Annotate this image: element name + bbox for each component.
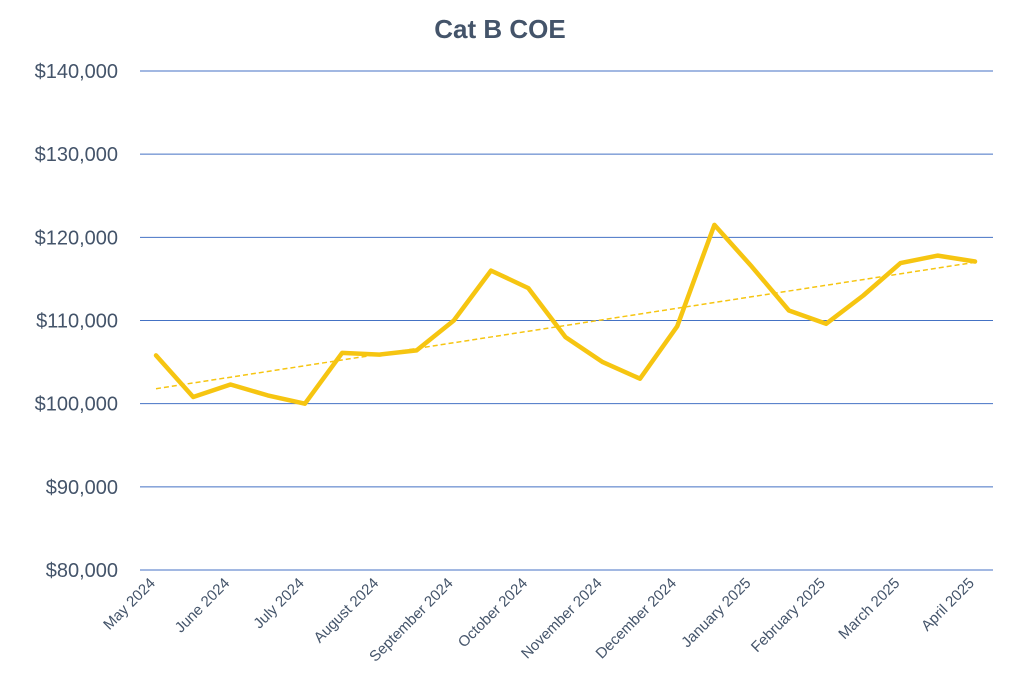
series-line — [153, 222, 978, 406]
x-tick-label: February 2025 — [748, 575, 829, 656]
y-axis-ticks: $80,000 $90,000 $100,000 $110,000 $120,000 $1… — [35, 61, 118, 582]
x-tick-label: October 2024 — [455, 575, 531, 651]
x-axis-ticks: May 2024 June 2024 July 2024 August 2024Sep… — [100, 575, 978, 665]
y-tick-label: $140,000 — [35, 61, 118, 83]
y-tick-label: $80,000 — [46, 560, 118, 582]
x-tick-label: July 2024 — [250, 575, 307, 632]
x-tick-label: April 2025 — [918, 575, 978, 635]
trendline — [155, 261, 976, 390]
x-tick-label: June 2024 — [172, 575, 234, 637]
y-tick-label: $130,000 — [35, 144, 118, 166]
series-layer — [153, 222, 978, 406]
y-tick-label: $110,000 — [36, 311, 118, 333]
x-tick-label: December 2024 — [593, 575, 680, 662]
gridlines — [140, 70, 993, 571]
x-tick-label: January 2025 — [678, 575, 754, 651]
y-tick-label: $100,000 — [35, 394, 118, 416]
x-tick-label: May 2024 — [100, 575, 159, 634]
chart-title: Cat B COE — [434, 14, 565, 44]
x-tick-label: August 2024 — [311, 575, 383, 647]
trendline-layer — [155, 261, 976, 390]
y-tick-label: $120,000 — [35, 227, 118, 249]
x-tick-label: March 2025 — [835, 575, 903, 643]
y-tick-label: $90,000 — [46, 477, 118, 499]
